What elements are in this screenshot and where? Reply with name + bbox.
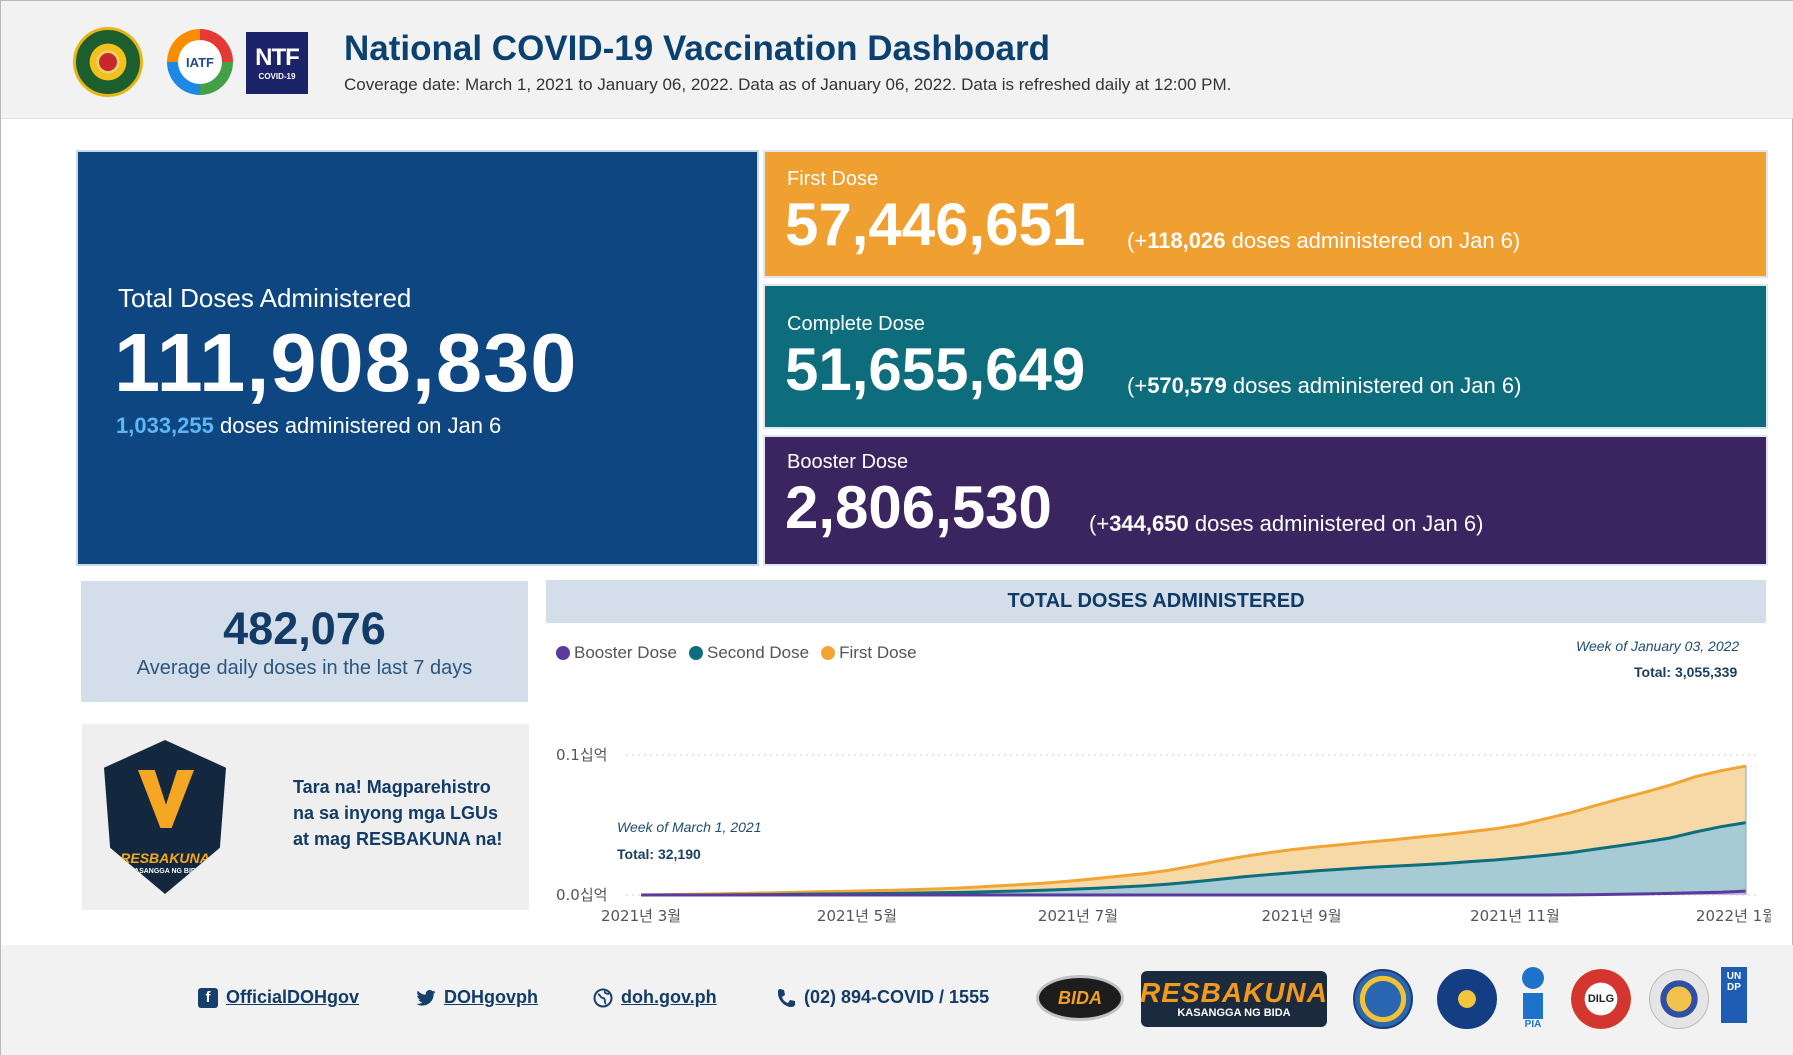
- first-dose-delta: (+118,026 doses administered on Jan 6): [1127, 228, 1521, 253]
- vaccinated-badge-logo: RESBAKUNA KASANGGA NG BIDA: [104, 740, 226, 894]
- first-dose-area: [641, 766, 1746, 895]
- twitter-link[interactable]: DOHgovph: [416, 987, 538, 1008]
- legend-second[interactable]: Second Dose: [689, 643, 809, 663]
- pcoo-seal-logo: [1353, 969, 1413, 1029]
- first-dose-value: 57,446,651: [785, 191, 1086, 258]
- coverage-subtitle: Coverage date: March 1, 2021 to January …: [344, 75, 1232, 94]
- bida-logo: BIDA: [1036, 975, 1124, 1021]
- chart-annotation-end-week: Week of January 03, 2022: [1576, 638, 1740, 654]
- twitter-icon: [416, 988, 436, 1008]
- pia-logo: PIA: [1518, 967, 1548, 1035]
- chart-title: TOTAL DOSES ADMINISTERED: [546, 580, 1766, 623]
- x-tick-label: 2021년 7월: [1038, 907, 1118, 925]
- facebook-icon: f: [198, 987, 218, 1008]
- dilg-logo: DILG: [1571, 969, 1631, 1029]
- second-dose-area: [641, 822, 1746, 895]
- first-dose-label: First Dose: [787, 168, 879, 190]
- average-daily-value: 482,076: [223, 603, 386, 654]
- x-tick-label: 2021년 9월: [1261, 907, 1341, 925]
- resbakuna-logo: RESBAKUNA KASANGGA NG BIDA: [1140, 971, 1327, 1027]
- x-tick-label: 2021년 5월: [817, 907, 897, 925]
- first-dose-line: [640, 764, 1747, 897]
- chart-annotation-start-week: Week of March 1, 2021: [617, 819, 762, 835]
- x-tick-label: 2021년 3월: [601, 907, 681, 925]
- website-link[interactable]: doh.gov.ph: [593, 987, 717, 1008]
- complete-dose-label: Complete Dose: [787, 313, 925, 335]
- y-tick-label: 0.0십억: [556, 886, 607, 904]
- iatf-logo: IATF: [167, 29, 233, 95]
- ntf-logo: NTF COVID-19: [246, 32, 308, 94]
- average-daily-label: Average daily doses in the last 7 days: [136, 657, 473, 679]
- total-daily-text: doses administered on Jan 6: [220, 413, 502, 438]
- x-tick-label: 2022년 1월: [1696, 907, 1771, 925]
- phone-icon: [776, 988, 796, 1008]
- legend-second-dot: [689, 646, 703, 660]
- total-daily-doses: 1,033,255 doses administered on Jan 6: [116, 413, 501, 439]
- first-dose-card: First Dose 57,446,651 (+118,026 doses ad…: [763, 150, 1768, 278]
- government-seal-logo: [1437, 969, 1497, 1029]
- undp-logo: UN DP: [1721, 967, 1747, 1023]
- page-title: National COVID-19 Vaccination Dashboard: [344, 29, 1050, 68]
- complete-dose-value: 51,655,649: [785, 336, 1086, 403]
- legend-first[interactable]: First Dose: [821, 643, 917, 663]
- legend-booster[interactable]: Booster Dose: [556, 643, 677, 663]
- total-daily-value: 1,033,255: [116, 413, 214, 438]
- phone-contact: (02) 894-COVID / 1555: [776, 987, 989, 1008]
- total-doses-label: Total Doses Administered: [118, 283, 412, 313]
- chart-legend: Booster Dose Second Dose First Dose: [556, 643, 917, 663]
- footer: f OfficialDOHgov DOHgovph doh.gov.ph (02)…: [1, 945, 1793, 1055]
- promo-text: Tara na! Magparehistro na sa inyong mga …: [293, 777, 503, 850]
- chart-annotation-start-total: Total: 32,190: [617, 846, 701, 862]
- complete-dose-card: Complete Dose 51,655,649 (+570,579 doses…: [763, 284, 1768, 429]
- legend-first-dot: [821, 646, 836, 660]
- partner-seal-logo: [1649, 969, 1709, 1029]
- x-tick-label: 2021년 11월: [1470, 907, 1560, 925]
- booster-dose-value: 2,806,530: [785, 474, 1052, 541]
- dashboard-header: IATF NTF COVID-19 National COVID-19 Vacci…: [1, 1, 1793, 119]
- total-doses-card: Total Doses Administered 111,908,830 1,0…: [76, 150, 759, 566]
- booster-dose-card: Booster Dose 2,806,530 (+344,650 doses a…: [763, 435, 1768, 566]
- booster-dose-label: Booster Dose: [787, 451, 909, 473]
- chart-annotation-end-total: Total: 3,055,339: [1634, 664, 1738, 680]
- total-doses-value: 111,908,830: [114, 316, 578, 409]
- doh-seal-logo: [73, 27, 143, 97]
- booster-dose-delta: (+344,650 doses administered on Jan 6): [1089, 511, 1484, 536]
- doses-area-chart[interactable]: 0.0십억 0.1십억 2021년 3월 2021년 5월 2021년 7월 2021년 …: [546, 631, 1771, 931]
- facebook-link[interactable]: f OfficialDOHgov: [198, 987, 359, 1008]
- booster-dose-line: [641, 889, 1747, 897]
- legend-booster-dot: [556, 646, 570, 660]
- average-daily-card: 482,076 Average daily doses in the last …: [81, 581, 528, 702]
- resbakuna-promo-card: RESBAKUNA KASANGGA NG BIDA Tara na! Magp…: [82, 724, 529, 910]
- y-tick-label: 0.1십억: [556, 746, 607, 764]
- complete-dose-delta: (+570,579 doses administered on Jan 6): [1127, 373, 1522, 398]
- globe-icon: [593, 988, 613, 1008]
